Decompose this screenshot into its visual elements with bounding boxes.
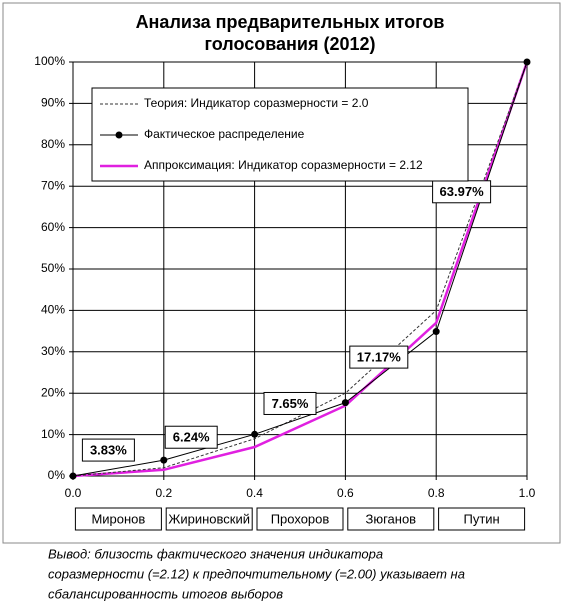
category-box (74, 507, 162, 531)
marker (432, 328, 440, 336)
series-line (72, 61, 528, 477)
marker (523, 58, 531, 66)
share-label-box (263, 391, 317, 415)
series-line (72, 61, 529, 478)
share-label-box (81, 438, 135, 462)
x-tick-label: 1.0 (519, 486, 536, 500)
y-tick-label: 80% (41, 137, 65, 151)
share-label: 17.17% (357, 350, 402, 365)
category-box (256, 507, 344, 531)
share-label: 63.97% (440, 184, 485, 199)
y-tick-label: 40% (41, 303, 65, 317)
chart-title: голосования (2012) (204, 34, 375, 54)
y-tick-label: 20% (41, 385, 65, 399)
y-tick-label: 50% (41, 261, 65, 275)
x-tick-label: 0.2 (155, 486, 172, 500)
legend-label: Теория: Индикатор соразмерности = 2.0 (144, 96, 369, 110)
marker (69, 472, 77, 480)
category-label: Зюганов (365, 511, 416, 526)
x-tick-label: 0.8 (428, 486, 445, 500)
share-label-box (164, 425, 218, 449)
x-tick-label: 0.0 (65, 486, 82, 500)
chart-title: Анализа предварительных итогов (136, 12, 445, 32)
y-tick-label: 10% (41, 427, 65, 441)
legend-label: Фактическое распределение (144, 127, 305, 141)
category-label: Путин (463, 511, 499, 526)
share-label-box (349, 345, 409, 369)
category-label: Прохоров (271, 511, 330, 526)
note: сбалансированность итогов выборов (48, 586, 283, 601)
y-tick-label: 90% (41, 96, 65, 110)
legend-marker (115, 131, 123, 139)
x-tick-label: 0.4 (246, 486, 263, 500)
x-tick-label: 0.6 (337, 486, 354, 500)
marker (160, 456, 168, 464)
category-label: Жириновский (168, 511, 250, 526)
note: Вывод: близость фактического значения ин… (48, 546, 383, 561)
share-label: 7.65% (272, 396, 309, 411)
y-tick-label: 70% (41, 178, 65, 192)
category-box (438, 507, 526, 531)
y-tick-label: 30% (41, 344, 65, 358)
y-tick-label: 100% (34, 54, 65, 68)
y-tick-label: 60% (41, 220, 65, 234)
category-box (347, 507, 435, 531)
series-line (72, 61, 528, 477)
category-label: Миронов (91, 511, 145, 526)
marker (341, 399, 349, 407)
share-label: 3.83% (90, 443, 127, 458)
share-label: 6.24% (173, 430, 210, 445)
marker (251, 430, 259, 438)
legend (91, 87, 469, 182)
note: соразмерности (=2.12) к предпочтительном… (48, 566, 465, 581)
y-tick-label: 0% (48, 468, 66, 482)
legend-label: Аппроксимация: Индикатор соразмерности =… (144, 158, 423, 172)
category-box (165, 507, 253, 531)
